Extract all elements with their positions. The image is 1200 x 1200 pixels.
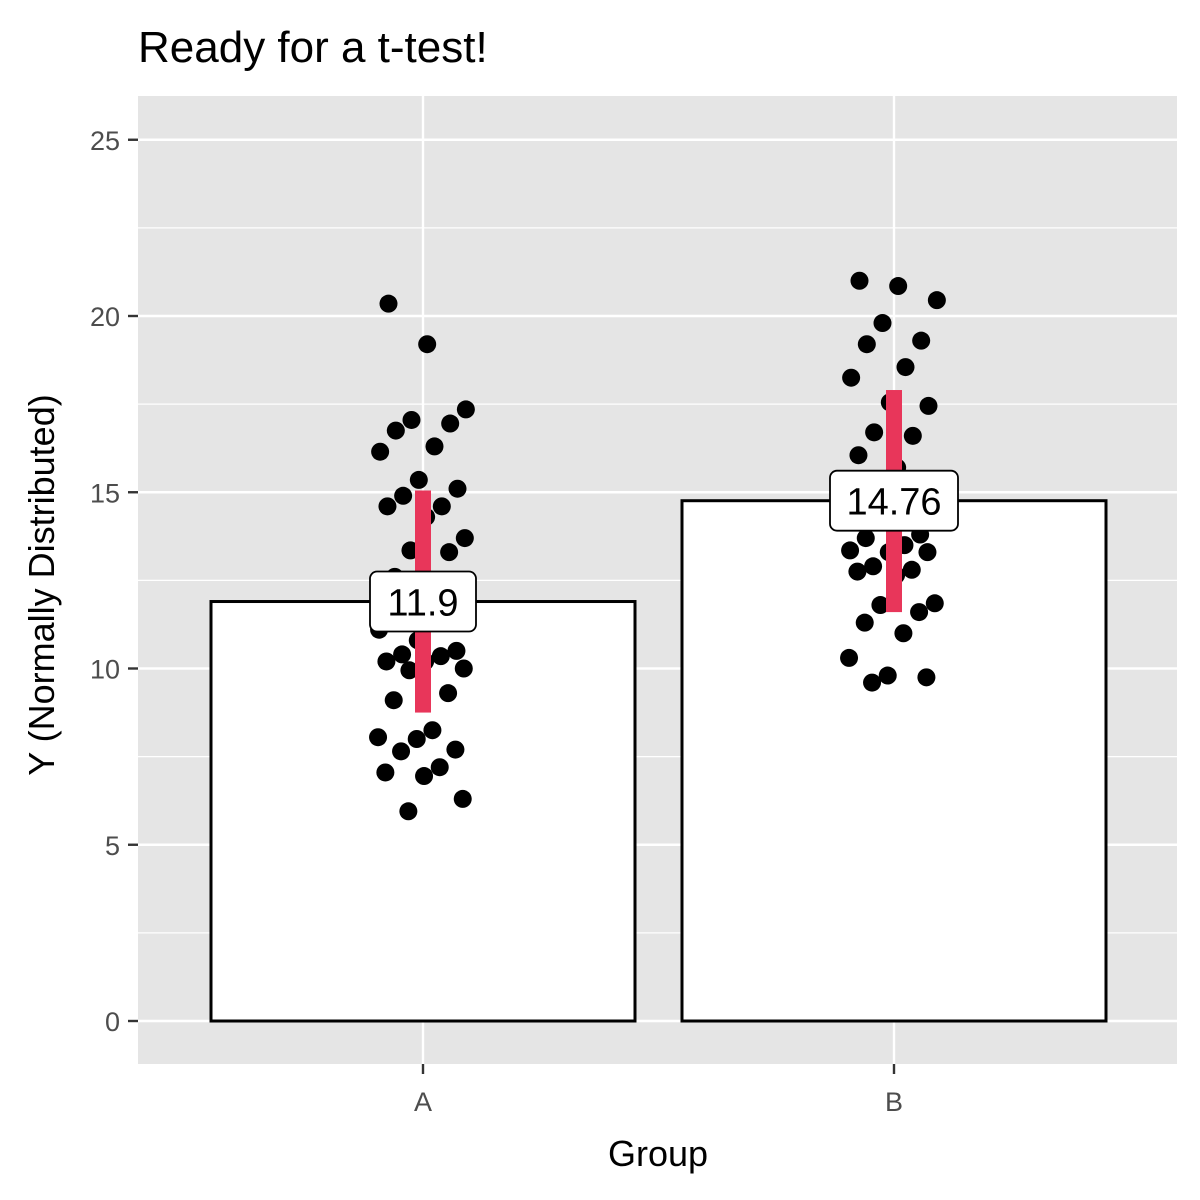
data-point <box>371 442 390 461</box>
x-tick-label: A <box>414 1087 432 1117</box>
data-point <box>418 335 437 354</box>
data-point <box>456 400 475 419</box>
y-tick-label: 25 <box>90 126 120 156</box>
y-axis: 0 5 10 15 20 25 <box>90 126 138 1037</box>
data-point <box>384 691 403 710</box>
data-point <box>379 294 398 313</box>
y-tick-label: 10 <box>90 655 120 685</box>
data-point <box>918 543 937 562</box>
data-point <box>840 648 859 667</box>
value-label-box <box>829 469 959 532</box>
y-axis-title: Y (Normally Distributed) <box>21 394 62 775</box>
data-point <box>400 661 419 680</box>
value-labels: 11.9 14.76 <box>369 469 959 633</box>
data-point <box>386 421 405 440</box>
y-tick-label: 15 <box>90 478 120 508</box>
data-point <box>394 486 413 505</box>
data-point <box>453 789 472 808</box>
data-point <box>455 529 474 548</box>
value-label: 11.9 <box>387 583 458 625</box>
data-point <box>917 668 936 687</box>
data-point <box>378 497 397 516</box>
data-point <box>841 541 860 560</box>
data-point <box>409 470 428 489</box>
data-point <box>863 673 882 692</box>
data-point <box>857 335 876 354</box>
data-point <box>873 314 892 333</box>
data-point <box>903 426 922 445</box>
y-tick-label: 0 <box>105 1007 120 1037</box>
data-point <box>842 368 861 387</box>
data-point <box>849 446 868 465</box>
data-point <box>894 624 913 643</box>
data-point <box>910 603 929 622</box>
chart-title: Ready for a t-test! <box>138 23 488 72</box>
data-point <box>441 414 460 433</box>
data-point <box>431 647 450 666</box>
data-point <box>430 758 449 777</box>
value-label: 14.76 <box>846 482 941 524</box>
data-point <box>447 641 466 660</box>
data-point <box>454 659 473 678</box>
x-axis-title: Group <box>608 1133 708 1174</box>
data-point <box>423 721 442 740</box>
data-point <box>369 728 388 747</box>
data-point <box>856 529 875 548</box>
data-point <box>871 596 890 615</box>
jitter-points <box>369 271 946 821</box>
data-point <box>377 652 396 671</box>
data-point <box>401 541 420 560</box>
data-point <box>855 613 874 632</box>
data-point <box>425 437 444 456</box>
data-point <box>896 358 915 377</box>
y-tick-label: 20 <box>90 302 120 332</box>
x-tick-label: B <box>885 1087 903 1117</box>
data-point <box>927 291 946 310</box>
data-point <box>912 331 931 350</box>
data-point <box>848 562 867 581</box>
data-point <box>393 645 412 664</box>
data-point <box>925 594 944 613</box>
data-point <box>376 763 395 782</box>
data-point <box>432 497 451 516</box>
data-point <box>902 560 921 579</box>
data-point <box>446 740 465 759</box>
value-label-box <box>369 570 477 633</box>
data-point <box>440 543 459 562</box>
data-point <box>889 277 908 296</box>
data-point <box>399 802 418 821</box>
data-point <box>407 730 426 748</box>
data-point <box>415 767 434 786</box>
data-point <box>402 410 421 429</box>
data-point <box>439 684 458 703</box>
data-point <box>919 396 938 415</box>
y-tick-label: 5 <box>105 831 120 861</box>
data-point <box>878 666 897 685</box>
data-point <box>392 742 411 761</box>
data-point <box>448 479 467 498</box>
data-point <box>850 271 869 290</box>
data-point <box>865 423 884 442</box>
data-point <box>864 557 883 576</box>
